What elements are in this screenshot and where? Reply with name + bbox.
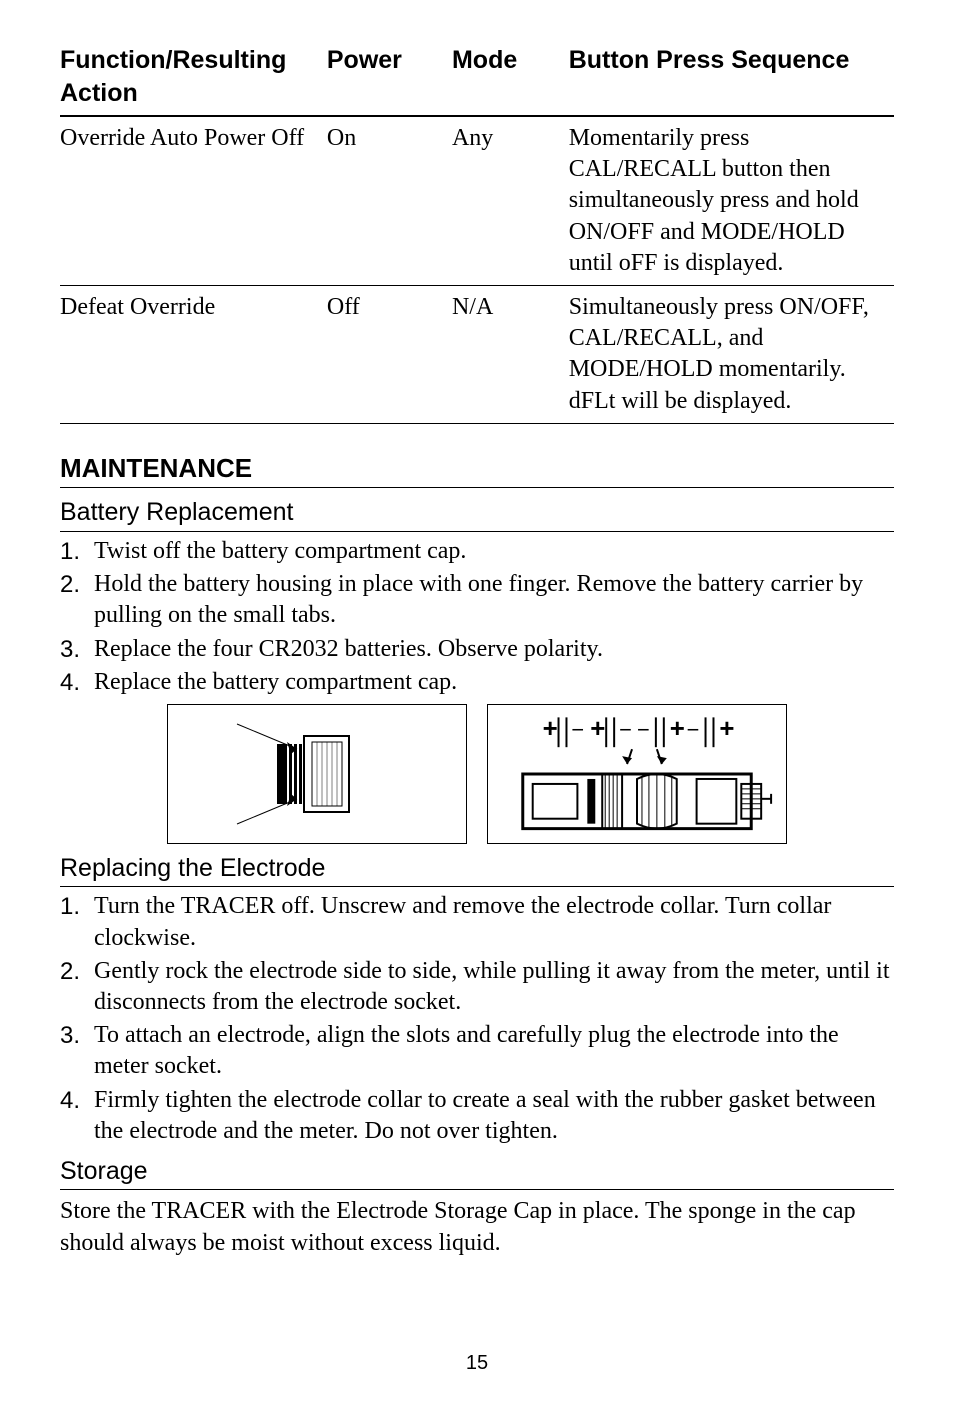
step-number: 2. [60, 956, 94, 987]
cell-power: On [327, 116, 452, 285]
electrode-steps: 1.Turn the TRACER off. Unscrew and remov… [60, 891, 894, 1147]
step-number: 3. [60, 634, 94, 665]
step-text: Gently rock the electrode side to side, … [94, 956, 894, 1018]
svg-text:−: − [571, 717, 584, 742]
step-number: 1. [60, 536, 94, 567]
table-row: Defeat Override Off N/A Simultaneously p… [60, 285, 894, 423]
svg-text:+: + [590, 715, 605, 743]
battery-replacement-heading: Battery Replacement [60, 496, 894, 532]
cell-sequence: Momentarily press CAL/RECALL button then… [569, 116, 894, 285]
svg-text:+: + [543, 715, 558, 743]
step-text: Turn the TRACER off. Unscrew and remove … [94, 891, 894, 953]
list-item: 1.Twist off the battery compartment cap. [60, 536, 894, 567]
svg-text:+: + [719, 715, 734, 743]
step-text: Twist off the battery compartment cap. [94, 536, 894, 567]
list-item: 4.Firmly tighten the electrode collar to… [60, 1085, 894, 1147]
step-text: Hold the battery housing in place with o… [94, 569, 894, 631]
svg-text:−: − [619, 717, 632, 742]
step-number: 3. [60, 1020, 94, 1051]
cell-sequence: Simultaneously press ON/OFF, CAL/RECALL,… [569, 285, 894, 423]
cell-mode: N/A [452, 285, 569, 423]
list-item: 4.Replace the battery compartment cap. [60, 667, 894, 698]
page-number: 15 [0, 1350, 954, 1376]
step-text: Replace the four CR2032 batteries. Obser… [94, 634, 894, 665]
step-text: Replace the battery compartment cap. [94, 667, 894, 698]
storage-text: Store the TRACER with the Electrode Stor… [60, 1196, 894, 1258]
cell-power: Off [327, 285, 452, 423]
step-number: 1. [60, 891, 94, 922]
list-item: 3.To attach an electrode, align the slot… [60, 1020, 894, 1082]
step-text: Firmly tighten the electrode collar to c… [94, 1085, 894, 1147]
storage-heading: Storage [60, 1155, 894, 1191]
step-number: 4. [60, 1085, 94, 1116]
replacing-electrode-heading: Replacing the Electrode [60, 852, 894, 888]
step-text: To attach an electrode, align the slots … [94, 1020, 894, 1082]
th-power: Power [327, 40, 452, 116]
step-number: 2. [60, 569, 94, 600]
svg-text:+: + [670, 715, 685, 743]
th-sequence: Button Press Sequence [569, 40, 894, 116]
cell-function: Override Auto Power Off [60, 116, 327, 285]
battery-polarity-diagram: + − + − − + − + [487, 704, 787, 844]
list-item: 3.Replace the four CR2032 batteries. Obs… [60, 634, 894, 665]
th-function: Function/Resulting Action [60, 40, 327, 116]
list-item: 1.Turn the TRACER off. Unscrew and remov… [60, 891, 894, 953]
battery-steps: 1.Twist off the battery compartment cap.… [60, 536, 894, 698]
svg-text:−: − [687, 717, 700, 742]
list-item: 2.Gently rock the electrode side to side… [60, 956, 894, 1018]
maintenance-heading: MAINTENANCE [60, 452, 894, 489]
svg-text:−: − [637, 717, 650, 742]
battery-cap-diagram [167, 704, 467, 844]
th-mode: Mode [452, 40, 569, 116]
function-table: Function/Resulting Action Power Mode But… [60, 40, 894, 424]
cell-function: Defeat Override [60, 285, 327, 423]
table-row: Override Auto Power Off On Any Momentari… [60, 116, 894, 285]
step-number: 4. [60, 667, 94, 698]
diagram-row: + − + − − + − + [60, 704, 894, 844]
list-item: 2.Hold the battery housing in place with… [60, 569, 894, 631]
cell-mode: Any [452, 116, 569, 285]
